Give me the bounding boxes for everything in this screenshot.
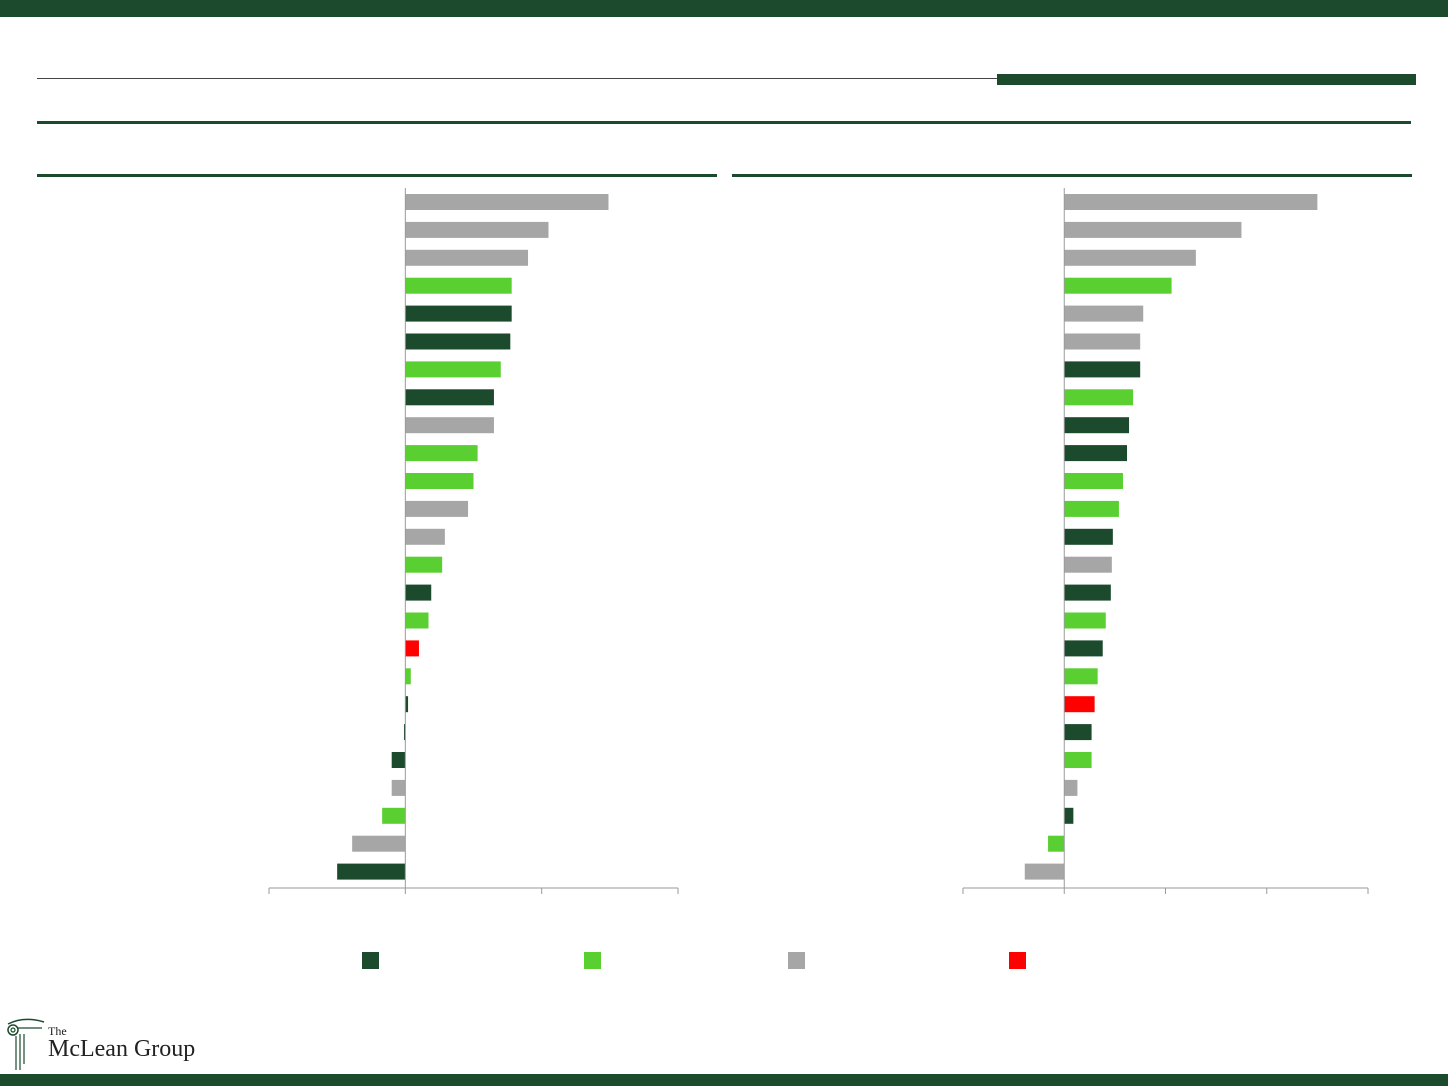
bar-chart2-25 [1024,863,1065,880]
bar-chart1-7 [405,361,501,378]
bar-chart2-9 [1064,417,1130,434]
bar-chart1-13 [405,528,445,545]
bar-chart1-6 [405,333,511,350]
bar-chart1-9 [405,417,494,434]
left-panel-divider [37,174,717,177]
bar-chart1-4 [405,277,512,294]
bar-chart1-19 [405,696,409,713]
bar-chart2-6 [1064,333,1141,350]
bar-chart1-8 [405,389,494,406]
bottom-brand-band [0,1074,1448,1086]
bar-chart1-22 [391,779,406,796]
legend-swatch-bright-green [584,952,601,969]
bar-chart1-1 [405,194,609,210]
bar-chart1-14 [405,556,443,573]
header-thin-rule [37,78,997,79]
bar-chart1-18 [405,668,411,685]
bar-chart2-15 [1064,584,1111,601]
bar-chart2-3 [1064,249,1196,266]
bar-chart1-21 [391,752,406,768]
bar-chart2-18 [1064,668,1098,685]
legend-swatch-red [1009,952,1026,969]
bar-chart1-11 [405,473,474,489]
bar-chart1-5 [405,305,512,322]
bar-chart2-23 [1064,807,1074,824]
bar-chart1-17 [405,640,419,657]
column-capital-icon [7,1018,45,1070]
bar-chart1-2 [405,221,549,238]
logo-the-text: The [48,1024,67,1038]
legend-swatch-dark-green [362,952,379,969]
bar-chart2-4 [1064,277,1172,294]
header-accent-block [997,74,1416,85]
bar-chart2-13 [1064,528,1113,545]
bar-chart1-16 [405,612,429,629]
bar-chart2-8 [1064,389,1134,406]
bar-chart2-1 [1064,194,1318,210]
logo-company-name: McLean Group [48,1036,196,1062]
bar-chart1-23 [382,807,406,824]
bar-chart2-21 [1064,752,1092,768]
bar-chart1-24 [352,835,406,852]
mclean-group-logo: The McLean Group [4,1016,224,1072]
bar-chart1-25 [337,863,406,880]
bar-chart2-20 [1064,724,1092,741]
bar-chart1-10 [405,445,478,462]
bar-chart2-14 [1064,556,1112,573]
title-divider [37,121,1411,124]
bar-chart2-12 [1064,500,1119,517]
bar-chart2-24 [1048,835,1065,852]
bar-chart1-20 [403,724,406,741]
top-brand-band [0,0,1448,17]
bar-chart2-10 [1064,445,1128,462]
bar-chart2-7 [1064,361,1141,378]
bar-chart1-12 [405,500,469,517]
bar-chart2-22 [1064,779,1078,796]
bar-chart2-19 [1064,696,1095,713]
bar-chart2-17 [1064,640,1103,657]
bar-chart1-3 [405,249,529,266]
bar-chart2-2 [1064,221,1242,238]
bar-chart2-11 [1064,473,1123,489]
legend-swatch-gray [788,952,805,969]
bar-chart2-5 [1064,305,1144,322]
bar-chart1-15 [405,584,432,601]
right-panel-divider [732,174,1412,177]
bar-chart2-16 [1064,612,1106,629]
